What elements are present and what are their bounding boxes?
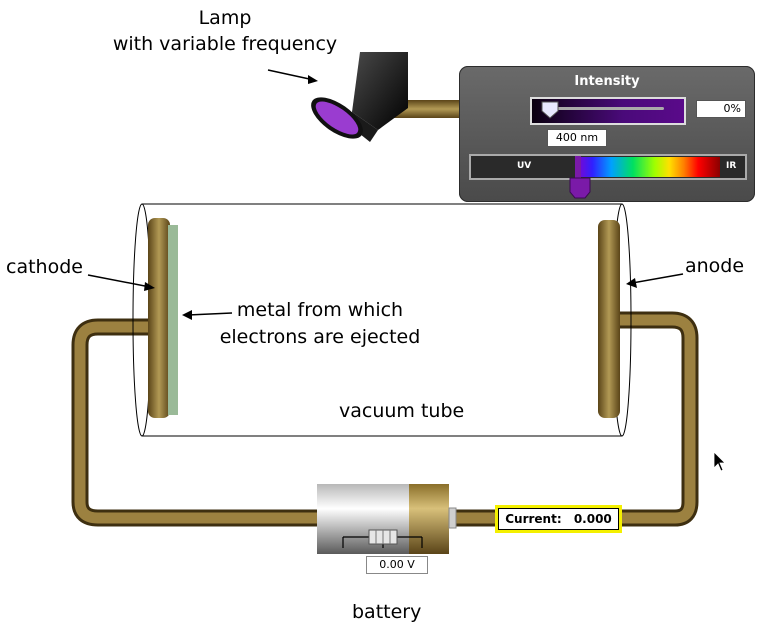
metal-plate <box>168 225 178 415</box>
metal-arrowhead <box>182 310 192 320</box>
metal-label-line2: electrons are ejected <box>219 326 421 348</box>
current-meter-display: Current: 0.000 <box>498 508 619 530</box>
wavelength-spectrum-slider[interactable]: UV IR <box>469 154 747 180</box>
visible-spectrum[interactable] <box>575 157 720 177</box>
intensity-value-field[interactable]: 0% <box>696 100 746 118</box>
metal-label-line1: metal from which <box>236 299 404 321</box>
lamp-label-line2: with variable frequency <box>112 33 338 55</box>
battery-label: battery <box>352 601 422 623</box>
anode-arrowhead <box>626 278 637 288</box>
lamp-arrowhead <box>308 75 318 84</box>
metal-label: metal from which electrons are ejected <box>200 301 440 347</box>
uv-label: UV <box>517 161 532 171</box>
vacuum-tube-label: vacuum tube <box>339 400 465 422</box>
metal-pointer-arrow <box>187 312 233 316</box>
current-label: Current: <box>505 512 562 526</box>
intensity-slider-track[interactable] <box>552 107 664 110</box>
lamp-icon <box>311 52 408 142</box>
cathode-electrode <box>148 218 170 418</box>
lamp-label-line1: Lamp <box>198 7 252 29</box>
lamp-control-panel: Intensity 0% 400 nm UV IR <box>459 66 755 202</box>
cathode-label: cathode <box>6 256 83 278</box>
anode-pointer-arrow <box>631 273 684 284</box>
anode-electrode <box>598 220 620 418</box>
lamp-label: Lamp with variable frequency <box>110 9 340 54</box>
wavelength-slider-handle-icon[interactable] <box>568 156 592 200</box>
wavelength-value-field[interactable]: 400 nm <box>547 129 607 147</box>
anode-label: anode <box>685 255 745 277</box>
circuit-wire-core <box>74 314 696 524</box>
intensity-title: Intensity <box>574 74 640 89</box>
intensity-slider[interactable] <box>530 97 686 125</box>
ir-label: IR <box>726 161 737 171</box>
cathode-arrowhead <box>144 282 155 291</box>
voltage-value-field[interactable]: 0.00 V <box>366 556 428 574</box>
current-meter: Current: 0.000 <box>495 505 622 533</box>
intensity-slider-thumb-icon[interactable] <box>540 100 560 120</box>
cathode-pointer-arrow <box>87 274 151 288</box>
mouse-cursor-icon <box>713 451 726 472</box>
lamp-pointer-arrow <box>267 69 315 81</box>
current-value: 0.000 <box>573 512 612 526</box>
voltage-slider[interactable] <box>342 529 423 548</box>
